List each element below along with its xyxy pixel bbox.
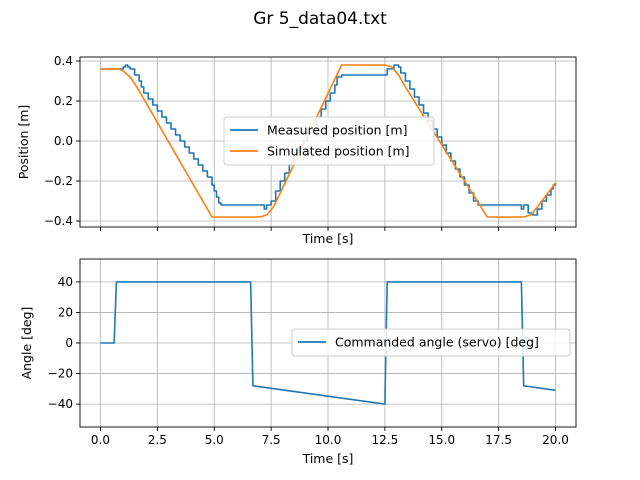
x-tick-label: 0.0 [91, 433, 110, 447]
y-tick-label: −0.2 [44, 174, 73, 188]
series-line-1 [100, 64, 557, 218]
legend-label: Measured position [m] [267, 123, 407, 138]
x-tick-label: 7.5 [262, 433, 281, 447]
legend: Commanded angle (servo) [deg] [291, 328, 571, 357]
x-axis-label: Time [s] [302, 231, 354, 246]
x-axis-label: Time [s] [302, 451, 354, 466]
position-subplot: −0.4 −0.2 0.0 0.2 0.4 Time [s] Position [m] Mea… [16, 54, 577, 246]
y-tick-label: 0.4 [54, 54, 73, 68]
y-tick-label: 0.2 [54, 94, 73, 108]
x-tick-label: 5.0 [205, 433, 224, 447]
x-tick-label: 2.5 [148, 433, 167, 447]
figure-title: Gr 5_data04.txt [253, 9, 387, 29]
y-axis-label: Position [m] [16, 105, 31, 180]
legend-box [223, 116, 435, 166]
y-tick-label: 20 [58, 305, 73, 319]
y-tick-label: 40 [58, 275, 73, 289]
x-tick-label: 20.0 [542, 433, 569, 447]
y-tick-label: 0.0 [54, 134, 73, 148]
x-tick-label: 12.5 [372, 433, 399, 447]
y-tick-label: 0 [65, 336, 73, 350]
y-tick-label: −0.4 [44, 214, 73, 228]
legend: Measured position [m] Simulated position … [223, 116, 435, 166]
y-tick-label: −40 [48, 397, 73, 411]
legend-box [291, 328, 571, 357]
y-tick-label: −20 [48, 367, 73, 381]
x-tick-label: 17.5 [485, 433, 512, 447]
x-tick-label: 15.0 [428, 433, 455, 447]
y-axis-label: Angle [deg] [19, 307, 34, 380]
legend-label: Commanded angle (servo) [deg] [335, 335, 539, 350]
angle-subplot: 0.0 2.5 5.0 7.5 10.0 12.5 15.0 17.5 20.0 −40 −20 0 2… [19, 258, 577, 466]
x-tick-label: 10.0 [315, 433, 342, 447]
legend-label: Simulated position [m] [267, 144, 410, 159]
